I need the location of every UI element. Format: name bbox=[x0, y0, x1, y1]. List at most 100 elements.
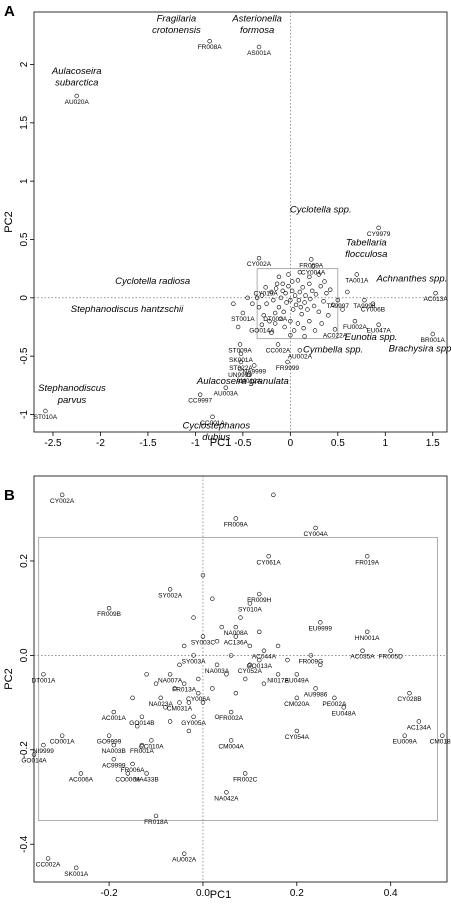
point-label: CY006B bbox=[361, 307, 385, 314]
data-point bbox=[263, 285, 268, 290]
taxon-annotation: Cyclotella radiosa bbox=[115, 276, 190, 287]
point-label: FR006A bbox=[121, 767, 146, 774]
data-point bbox=[290, 307, 296, 312]
point-label: EU047A bbox=[367, 328, 392, 335]
point-label: UN9999 bbox=[228, 372, 252, 379]
data-point bbox=[341, 705, 346, 710]
point-label: AC136A bbox=[224, 640, 249, 647]
x-tick-label: 0 bbox=[288, 438, 294, 449]
x-tick-label: -0.5 bbox=[234, 438, 252, 449]
data-point bbox=[245, 295, 250, 301]
data-point bbox=[302, 300, 307, 305]
data-point bbox=[144, 771, 149, 776]
point-label: NI017A bbox=[267, 677, 289, 684]
data-point bbox=[74, 93, 79, 99]
data-point bbox=[332, 327, 338, 332]
data-point bbox=[177, 700, 182, 705]
data-point bbox=[233, 634, 239, 639]
data-point bbox=[196, 676, 201, 682]
data-point bbox=[238, 615, 243, 620]
data-point bbox=[261, 313, 266, 318]
taxon-annotation: Stephanodiscus bbox=[38, 383, 106, 394]
point-label: FR9999 bbox=[276, 365, 300, 372]
x-tick-label: -0.2 bbox=[100, 888, 118, 899]
x-tick-label: -2.5 bbox=[44, 438, 62, 449]
y-tick-label: 0.2 bbox=[19, 554, 30, 568]
data-point bbox=[271, 492, 276, 498]
y-axis-title: PC2 bbox=[3, 211, 15, 232]
data-point bbox=[191, 653, 196, 658]
point-label: NA433B bbox=[135, 776, 159, 783]
data-point bbox=[214, 639, 220, 644]
point-label: EU9999 bbox=[309, 625, 333, 632]
data-point bbox=[219, 624, 224, 630]
data-point bbox=[352, 318, 358, 324]
data-point bbox=[231, 301, 236, 306]
data-point bbox=[407, 690, 412, 696]
data-point bbox=[111, 757, 116, 762]
data-point bbox=[275, 643, 281, 649]
point-label: SY010A bbox=[238, 606, 263, 613]
data-point bbox=[313, 292, 319, 297]
data-point bbox=[307, 281, 312, 287]
point-label: CM004A bbox=[218, 743, 244, 750]
x-tick-label: 0.4 bbox=[384, 888, 398, 899]
data-point bbox=[167, 587, 173, 592]
data-point bbox=[288, 297, 293, 303]
data-point bbox=[316, 272, 322, 277]
point-label: AU9986 bbox=[304, 691, 328, 698]
point-label: FR009H bbox=[247, 597, 272, 604]
point-label: CO006A bbox=[115, 776, 141, 783]
point-label: GO014A bbox=[249, 328, 275, 335]
data-point bbox=[200, 700, 206, 705]
data-point bbox=[130, 761, 135, 767]
point-label: AS001A bbox=[247, 50, 272, 57]
data-point bbox=[402, 733, 407, 738]
data-point bbox=[295, 278, 301, 283]
data-point bbox=[106, 733, 112, 738]
data-point bbox=[153, 813, 159, 819]
point-label: NA008A bbox=[224, 630, 249, 637]
x-axis-title: PC1 bbox=[210, 437, 231, 449]
data-point bbox=[282, 324, 287, 330]
point-label: CC002A bbox=[266, 348, 291, 355]
taxon-annotation: Cymbella spp. bbox=[303, 345, 363, 356]
data-point bbox=[223, 385, 228, 390]
data-point bbox=[326, 313, 331, 318]
point-label: TA9997 bbox=[327, 303, 350, 310]
data-point bbox=[144, 672, 149, 677]
point-label: NA007A bbox=[158, 677, 183, 684]
point-label: CC001A bbox=[200, 420, 225, 427]
data-point bbox=[316, 309, 322, 315]
data-point bbox=[261, 648, 267, 653]
point-label: GO014B bbox=[129, 720, 154, 727]
x-tick-label: -2 bbox=[96, 438, 105, 449]
data-point bbox=[250, 301, 255, 306]
data-point bbox=[302, 334, 307, 339]
plot-frame bbox=[33, 11, 448, 433]
data-point bbox=[210, 686, 215, 691]
point-label: FR009G bbox=[299, 658, 324, 665]
plot-frame bbox=[33, 475, 448, 883]
data-point bbox=[139, 742, 145, 748]
data-point bbox=[305, 307, 310, 312]
data-point bbox=[294, 695, 300, 701]
data-point bbox=[233, 690, 239, 696]
data-point bbox=[340, 307, 345, 312]
x-axis-title: PC1 bbox=[210, 889, 231, 901]
data-point bbox=[130, 695, 135, 701]
point-label: AC006A bbox=[69, 776, 94, 783]
data-point bbox=[139, 714, 145, 719]
data-point bbox=[285, 657, 290, 663]
data-point bbox=[125, 771, 131, 776]
data-point bbox=[59, 492, 65, 498]
data-point bbox=[311, 303, 317, 309]
data-point bbox=[288, 332, 293, 338]
data-point bbox=[74, 865, 79, 871]
data-point bbox=[330, 302, 336, 308]
data-point bbox=[301, 325, 306, 331]
data-point bbox=[242, 676, 248, 682]
data-point bbox=[247, 662, 253, 668]
y-axis-title: PC2 bbox=[3, 668, 15, 689]
